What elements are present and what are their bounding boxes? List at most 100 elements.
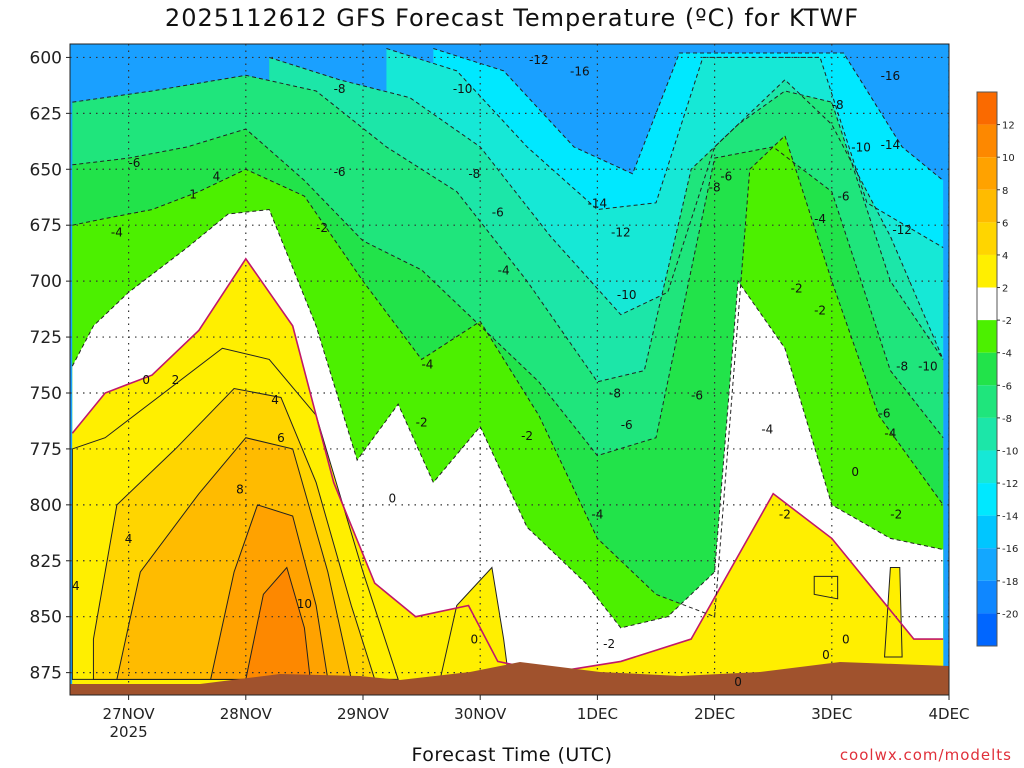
colorbar-label-12: 12 [1002, 121, 1015, 132]
contour-label-45: -4 [591, 507, 603, 521]
contour-label-20: -12 [611, 225, 631, 239]
contour-label-33: -6 [691, 389, 703, 403]
colorbar-label--6: -6 [1002, 381, 1012, 392]
colorbar-label--20: -20 [1002, 609, 1018, 620]
contour-label-31: 2 [172, 373, 180, 387]
contour-line--6 [72, 128, 944, 457]
colorbar-label-10: 10 [1002, 153, 1015, 164]
contour-label-36: -2 [416, 416, 428, 430]
colorbar-label--10: -10 [1002, 446, 1018, 457]
contour-label-4: -10 [453, 82, 473, 96]
contour-labels: -12-16 -16-8 -10-8-10 -14-6-6 -8 -6-841 -6-14-… [72, 53, 938, 689]
contour-label-35: -6 [879, 407, 891, 421]
xtick-label-29NOV: 29NOV [337, 705, 390, 723]
contour-label-55: 0 [734, 675, 742, 689]
temperature-fill [70, 44, 949, 695]
contour-label-15: -6 [838, 190, 850, 204]
contour-label-44: 0 [388, 492, 396, 506]
colorbar-swatch-6 [977, 287, 997, 321]
grid [70, 44, 949, 695]
contour-label-5: -8 [832, 98, 844, 112]
warm-region-6 [813, 575, 839, 600]
colorbar-frame [976, 91, 998, 647]
contour-label-26: -2 [814, 304, 826, 318]
xtick-label-2DEC: 2DEC [694, 705, 735, 723]
contour-label-19: -2 [316, 221, 328, 235]
contour-label-9: -6 [334, 165, 346, 179]
colorbar-swatch-11 [977, 450, 997, 484]
contour-label-2: -16 [881, 69, 901, 83]
y-axis: 600 625 650 675 700 725 750 775 800 825 850 875 [30, 48, 70, 684]
colorbar-label-2: 2 [1002, 284, 1008, 295]
contour-label-53: 0 [842, 633, 850, 647]
contour-label-39: -2 [521, 429, 533, 443]
ytick-label-850: 850 [30, 608, 62, 628]
x-axis-label: Forecast Time (UTC) [411, 744, 613, 766]
contour-label-46: -2 [779, 507, 791, 521]
terrain [70, 662, 949, 695]
contour-label-48: 4 [125, 532, 133, 546]
contour-label-37: -6 [621, 418, 633, 432]
xtick-label-1DEC: 1DEC [577, 705, 618, 723]
contour-line--2 [71, 209, 944, 629]
contour-label-49: 4 [72, 579, 80, 593]
contour-label-27: -4 [421, 357, 433, 371]
colorbar-label--18: -18 [1002, 577, 1018, 588]
colorbar-label-4: 4 [1002, 251, 1008, 262]
xtick-label-27NOV: 27NOV [103, 705, 156, 723]
contour-label-47: -2 [890, 507, 902, 521]
colorbar-label--2: -2 [1002, 316, 1012, 327]
contour-label-34: 4 [271, 393, 279, 407]
contour-label-40: -4 [884, 427, 896, 441]
contour-label-13: 4 [213, 169, 221, 183]
colorbar-swatch-15 [977, 580, 997, 614]
contour-label-12: -8 [709, 181, 721, 195]
colorbar-swatch-5 [977, 254, 997, 288]
contour-label-16: -14 [588, 196, 608, 210]
contour-label-6: -10 [851, 140, 871, 154]
contour-label-41: 6 [277, 431, 285, 445]
contour-label-10: -8 [468, 167, 480, 181]
contour-line--10 [269, 56, 944, 360]
colorbar: 12 10 8 6 4 2 -2 -4 -6 -8 -10 -12 -14 -16 -18 -20 [976, 91, 1018, 647]
chart-title: 2025112612 GFS Forecast Temperature (ºC)… [164, 4, 860, 32]
credit-link[interactable]: coolwx.com/modelts [839, 746, 1012, 764]
contour-label-18: -4 [111, 225, 123, 239]
ytick-label-600: 600 [30, 48, 62, 68]
contour-label-1: -16 [570, 64, 590, 78]
colorbar-swatch-7 [977, 320, 997, 353]
colorbar-swatch-10 [977, 417, 997, 451]
colorbar-label--16: -16 [1002, 544, 1018, 555]
contour-label-52: -2 [603, 637, 615, 651]
contour-line--8 [72, 74, 944, 383]
colorbar-swatch-0 [977, 92, 997, 125]
xtick-label-28NOV: 28NOV [220, 705, 273, 723]
contour-label-43: 8 [236, 483, 244, 497]
contour-label-38: -4 [761, 422, 773, 436]
contour-label-8: -6 [128, 156, 140, 170]
contour-label-24: -2 [791, 281, 803, 295]
contour-label-54: 0 [822, 648, 830, 662]
contour-line--4 [72, 134, 944, 618]
contour-label-29: -10 [918, 360, 938, 374]
colorbar-label-8: 8 [1002, 186, 1008, 197]
xtick-label-30NOV: 30NOV [454, 705, 507, 723]
contour-label-7: -14 [881, 138, 901, 152]
contour-label-21: -4 [814, 212, 826, 226]
contour-label-22: -12 [892, 223, 912, 237]
colorbar-swatch-12 [977, 483, 997, 516]
ytick-label-800: 800 [30, 496, 62, 516]
contour-label-51: 0 [471, 633, 479, 647]
ytick-label-875: 875 [30, 664, 62, 684]
contour-label-14: 1 [189, 187, 197, 201]
contour-label-30: 0 [142, 373, 150, 387]
contour-line--12 [386, 47, 944, 249]
warm-region-7 [884, 566, 903, 658]
ytick-label-825: 825 [30, 552, 62, 572]
colorbar-swatch-14 [977, 548, 997, 581]
xtick-label-3DEC: 3DEC [811, 705, 852, 723]
colorbar-swatch-2 [977, 157, 997, 190]
ytick-label-775: 775 [30, 440, 62, 460]
contour-label-28: -8 [896, 360, 908, 374]
